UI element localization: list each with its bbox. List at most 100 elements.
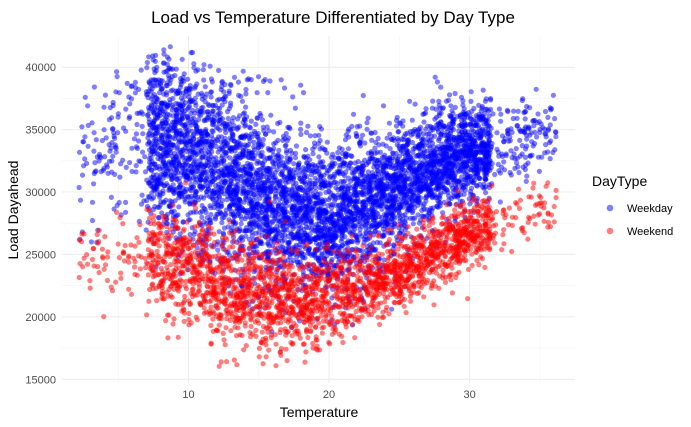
data-point-weekday [209, 143, 215, 149]
data-point-weekday [553, 134, 559, 140]
data-point-weekday [373, 139, 379, 145]
data-point-weekday [245, 176, 251, 182]
data-point-weekday [88, 239, 94, 245]
data-point-weekday [238, 235, 244, 241]
data-point-weekday [350, 111, 357, 117]
data-point-weekday [210, 108, 216, 114]
data-point-weekday [357, 231, 363, 237]
data-point-weekday [452, 104, 458, 110]
data-point-weekday [310, 167, 316, 173]
data-point-weekday [281, 163, 287, 169]
data-point-weekday [184, 131, 190, 137]
data-point-weekday [320, 159, 326, 165]
data-point-weekday [467, 137, 474, 143]
data-point-weekday [359, 160, 365, 166]
data-point-weekday [312, 194, 318, 200]
data-point-weekday [494, 130, 500, 136]
data-point-weekday [461, 116, 467, 123]
data-point-weekday [423, 106, 429, 112]
data-point-weekday [238, 173, 244, 179]
data-point-weekday [333, 242, 339, 248]
data-point-weekday [246, 124, 253, 130]
data-point-weekday [188, 50, 194, 56]
data-point-weekday [335, 228, 341, 234]
data-point-weekday [82, 156, 88, 162]
data-point-weekday [546, 140, 553, 146]
data-point-weekday [180, 154, 186, 160]
data-point-weekday [259, 117, 265, 123]
data-point-weekday [375, 135, 381, 141]
data-point-weekday [514, 123, 521, 129]
data-point-weekday [503, 152, 509, 159]
data-point-weekday [228, 82, 234, 89]
data-point-weekday [85, 122, 91, 128]
data-point-weekday [219, 215, 225, 221]
data-point-weekday [360, 168, 366, 174]
data-point-weekday [164, 104, 170, 110]
data-point-weekday [499, 133, 506, 139]
data-point-weekday [230, 115, 236, 121]
data-point-weekday [303, 155, 309, 161]
data-point-weekday [234, 178, 241, 184]
data-point-weekday [298, 185, 304, 191]
data-point-weekday [215, 206, 221, 212]
data-point-weekday [445, 124, 451, 130]
data-point-weekday [167, 97, 173, 103]
data-point-weekday [218, 158, 225, 165]
data-point-weekday [377, 240, 383, 246]
data-point-weekday [225, 115, 231, 122]
data-point-weekday [155, 215, 162, 221]
data-point-weekday [243, 91, 249, 97]
data-point-weekday [245, 181, 251, 188]
data-point-weekday [131, 136, 138, 142]
data-point-weekday [248, 155, 254, 161]
data-point-weekday [161, 126, 167, 132]
data-point-weekday [434, 194, 440, 200]
data-point-weekday [163, 83, 169, 89]
data-point-weekday [209, 190, 215, 196]
data-point-weekday [305, 192, 311, 198]
data-point-weekday [150, 93, 156, 99]
data-point-weekday [143, 89, 150, 95]
data-point-weekday [419, 207, 425, 213]
data-point-weekday [279, 172, 285, 178]
data-point-weekday [236, 92, 242, 98]
data-point-weekday [212, 216, 219, 222]
data-point-weekday [242, 228, 248, 234]
data-point-weekday [277, 218, 283, 224]
data-point-weekday [274, 167, 280, 173]
data-point-weekday [166, 75, 172, 81]
data-point-weekday [265, 90, 271, 96]
data-point-weekday [203, 192, 210, 198]
data-point-weekday [123, 199, 129, 205]
data-point-weekday [208, 76, 215, 82]
data-point-weekday [123, 106, 129, 112]
data-point-weekday [420, 111, 426, 117]
data-point-weekday [115, 114, 121, 120]
data-point-weekday [421, 158, 427, 164]
data-point-weekday [419, 170, 425, 176]
data-point-weekday [368, 150, 374, 156]
data-point-weekday [219, 153, 225, 159]
data-point-weekday [459, 174, 465, 180]
data-point-weekday [149, 167, 155, 173]
data-point-weekday [339, 242, 346, 249]
data-point-weekday [522, 116, 528, 122]
data-point-weekday [394, 161, 400, 167]
data-point-weekday [209, 149, 215, 155]
data-point-weekday [406, 199, 412, 205]
data-point-weekday [380, 103, 387, 109]
data-point-weekday [235, 79, 241, 85]
data-point-weekday [391, 205, 397, 211]
data-point-weekday [160, 164, 166, 170]
data-point-weekday [226, 90, 232, 96]
data-point-weekday [508, 172, 514, 178]
data-point-weekday [389, 155, 395, 161]
data-point-weekday [400, 150, 406, 156]
data-point-weekday [373, 193, 379, 199]
data-point-weekday [133, 131, 139, 137]
data-point-weekday [415, 212, 421, 218]
data-point-weekday [129, 145, 135, 151]
data-point-weekday [231, 74, 238, 80]
data-point-weekday [545, 149, 551, 155]
